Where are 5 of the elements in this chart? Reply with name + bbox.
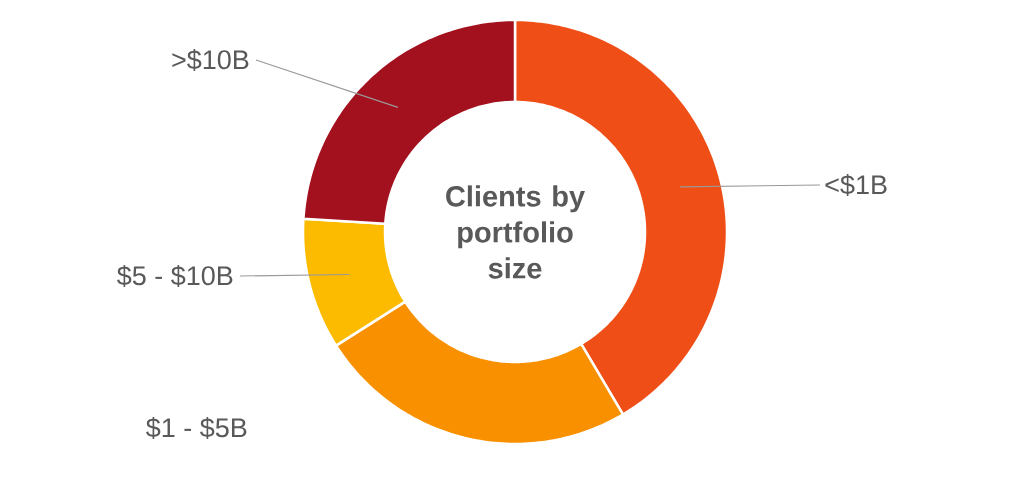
slice-label: $5 - $10B: [117, 265, 233, 287]
slice-label: >$10B: [172, 49, 249, 71]
text: Clients by portfolio size: [446, 185, 585, 279]
slice-label: $1 - $5B: [146, 417, 247, 439]
slice-label: <$1B: [825, 174, 887, 196]
